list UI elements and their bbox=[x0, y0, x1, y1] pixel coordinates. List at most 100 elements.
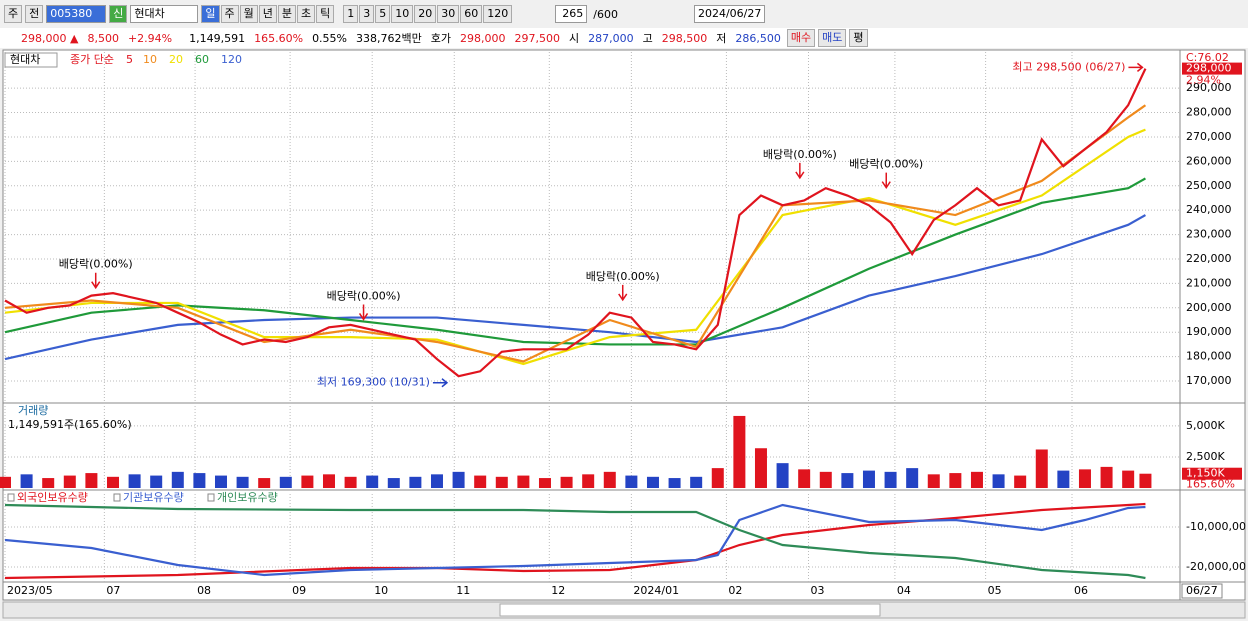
y-tick-label: 240,000 bbox=[1186, 203, 1232, 216]
period-button[interactable]: 주 bbox=[220, 5, 239, 23]
period-button[interactable]: 분 bbox=[277, 5, 296, 23]
series-line bbox=[4, 104, 1147, 363]
annotation-arrow bbox=[91, 272, 101, 290]
volume-bar bbox=[128, 474, 141, 488]
series-line bbox=[4, 503, 1146, 580]
annotation-arrow bbox=[881, 172, 891, 189]
scroll-thumb[interactable] bbox=[499, 603, 881, 617]
volume-bar bbox=[430, 474, 443, 488]
volume-bar bbox=[1057, 470, 1070, 488]
volume-bar bbox=[366, 475, 379, 488]
annotation-text: 배당락(0.00%) bbox=[59, 258, 133, 271]
x-tick-label: 2024/01 bbox=[633, 584, 679, 597]
sell-button[interactable]: 매도 bbox=[818, 29, 847, 47]
legend-marker bbox=[7, 493, 15, 502]
market-button[interactable]: 주 bbox=[4, 5, 23, 23]
low-label: 저 bbox=[716, 32, 727, 45]
volume-bar bbox=[970, 471, 983, 488]
interval-button[interactable]: 120 bbox=[483, 5, 513, 23]
last-volume-label: 1,150K bbox=[1186, 467, 1225, 480]
volume-bar bbox=[1014, 475, 1027, 488]
interval-button[interactable]: 3 bbox=[359, 5, 375, 23]
volume-bar bbox=[603, 471, 616, 488]
x-tick-label: 12 bbox=[551, 584, 565, 597]
y-tick-label: 180,000 bbox=[1186, 350, 1232, 363]
y-tick-label: 260,000 bbox=[1186, 154, 1232, 167]
volume-ratio: 165.60% bbox=[254, 31, 304, 45]
annotation-text: 최고 298,500 (06/27) bbox=[1012, 60, 1125, 73]
period-button[interactable]: 년 bbox=[258, 5, 277, 23]
x-tick-label: 07 bbox=[106, 584, 120, 597]
x-tick-label: 10 bbox=[374, 584, 388, 597]
volume-bar bbox=[1035, 449, 1048, 488]
legend-entry: 기관보유수량 bbox=[123, 491, 184, 504]
annotation-text: 배당락(0.00%) bbox=[763, 148, 837, 161]
y-tick-label: 280,000 bbox=[1186, 106, 1232, 119]
interval-button[interactable]: 20 bbox=[414, 5, 437, 23]
volume-bar bbox=[387, 478, 400, 488]
volume-bar bbox=[690, 476, 703, 488]
y-tick-label: 230,000 bbox=[1186, 228, 1232, 241]
change-label: 2.94% bbox=[1186, 74, 1221, 87]
volume-ratio: 165.60% bbox=[1186, 478, 1235, 491]
volume: 1,149,591 bbox=[189, 31, 246, 45]
last-date: 06/27 bbox=[1186, 584, 1218, 597]
amount: 338,762백만 bbox=[356, 32, 422, 45]
date-input[interactable]: 2024/06/27 bbox=[693, 5, 766, 23]
y-tick-label: 2,500K bbox=[1186, 450, 1225, 463]
buy-button[interactable]: 매수 bbox=[786, 29, 816, 47]
annotation-text: 배당락(0.00%) bbox=[586, 270, 660, 283]
volume-bar bbox=[841, 473, 854, 488]
volume-bar bbox=[1122, 470, 1135, 488]
interval-button[interactable]: 10 bbox=[391, 5, 414, 23]
legend-marker bbox=[113, 493, 121, 502]
legend-entry: 10 bbox=[143, 53, 157, 66]
annotation-text: 배당락(0.00%) bbox=[327, 289, 401, 302]
volume-bar bbox=[258, 478, 271, 488]
price-box bbox=[1182, 62, 1242, 75]
volume-bar bbox=[193, 473, 206, 488]
period-button[interactable]: 월 bbox=[239, 5, 258, 23]
count-input[interactable]: 265 bbox=[555, 5, 588, 23]
high-label: 고 bbox=[642, 32, 653, 45]
panel-title: 거래량 bbox=[18, 404, 48, 417]
y-tick-label: -20,000,00 bbox=[1186, 560, 1246, 573]
series-line bbox=[4, 128, 1146, 366]
y-tick-label: 170,000 bbox=[1186, 374, 1232, 387]
stock-name[interactable]: 현대차 bbox=[130, 5, 199, 23]
volume-bar bbox=[1100, 466, 1113, 488]
volume-bar bbox=[150, 475, 163, 488]
volume-bar bbox=[474, 475, 487, 488]
legend-entry: 5 bbox=[126, 53, 133, 66]
y-tick-label: 250,000 bbox=[1186, 179, 1232, 192]
series-line bbox=[4, 68, 1147, 378]
volume-bar bbox=[344, 476, 357, 488]
y-tick-label: 270,000 bbox=[1186, 130, 1232, 143]
x-tick-label: 11 bbox=[456, 584, 470, 597]
code-input[interactable]: 005380 bbox=[46, 5, 107, 23]
interval-button[interactable]: 60 bbox=[460, 5, 483, 23]
x-tick-label: 04 bbox=[897, 584, 911, 597]
interval-button[interactable]: 5 bbox=[375, 5, 391, 23]
interval-button[interactable]: 1 bbox=[343, 5, 359, 23]
volume-bar bbox=[949, 473, 962, 488]
legend-entry: 120 bbox=[221, 53, 242, 66]
annotation-arrow bbox=[618, 284, 628, 302]
annotation-text: 배당락(0.00%) bbox=[849, 158, 923, 171]
x-tick-label: 05 bbox=[988, 584, 1002, 597]
period-button[interactable]: 틱 bbox=[316, 5, 335, 23]
eval-button[interactable]: 평 bbox=[849, 29, 868, 47]
interval-button[interactable]: 30 bbox=[437, 5, 460, 23]
y-tick-label: 210,000 bbox=[1186, 276, 1232, 289]
period-button[interactable]: 초 bbox=[297, 5, 316, 23]
volume-bar bbox=[819, 471, 832, 488]
open-label: 시 bbox=[569, 32, 580, 45]
last-volume-box bbox=[1182, 467, 1242, 480]
period-button[interactable]: 일 bbox=[201, 5, 220, 23]
volume-bar bbox=[409, 476, 422, 488]
last-date-box bbox=[1181, 583, 1223, 599]
prev-button[interactable]: 전 bbox=[25, 5, 44, 23]
volume-bar bbox=[754, 448, 767, 488]
x-tick-label: 09 bbox=[292, 584, 306, 597]
